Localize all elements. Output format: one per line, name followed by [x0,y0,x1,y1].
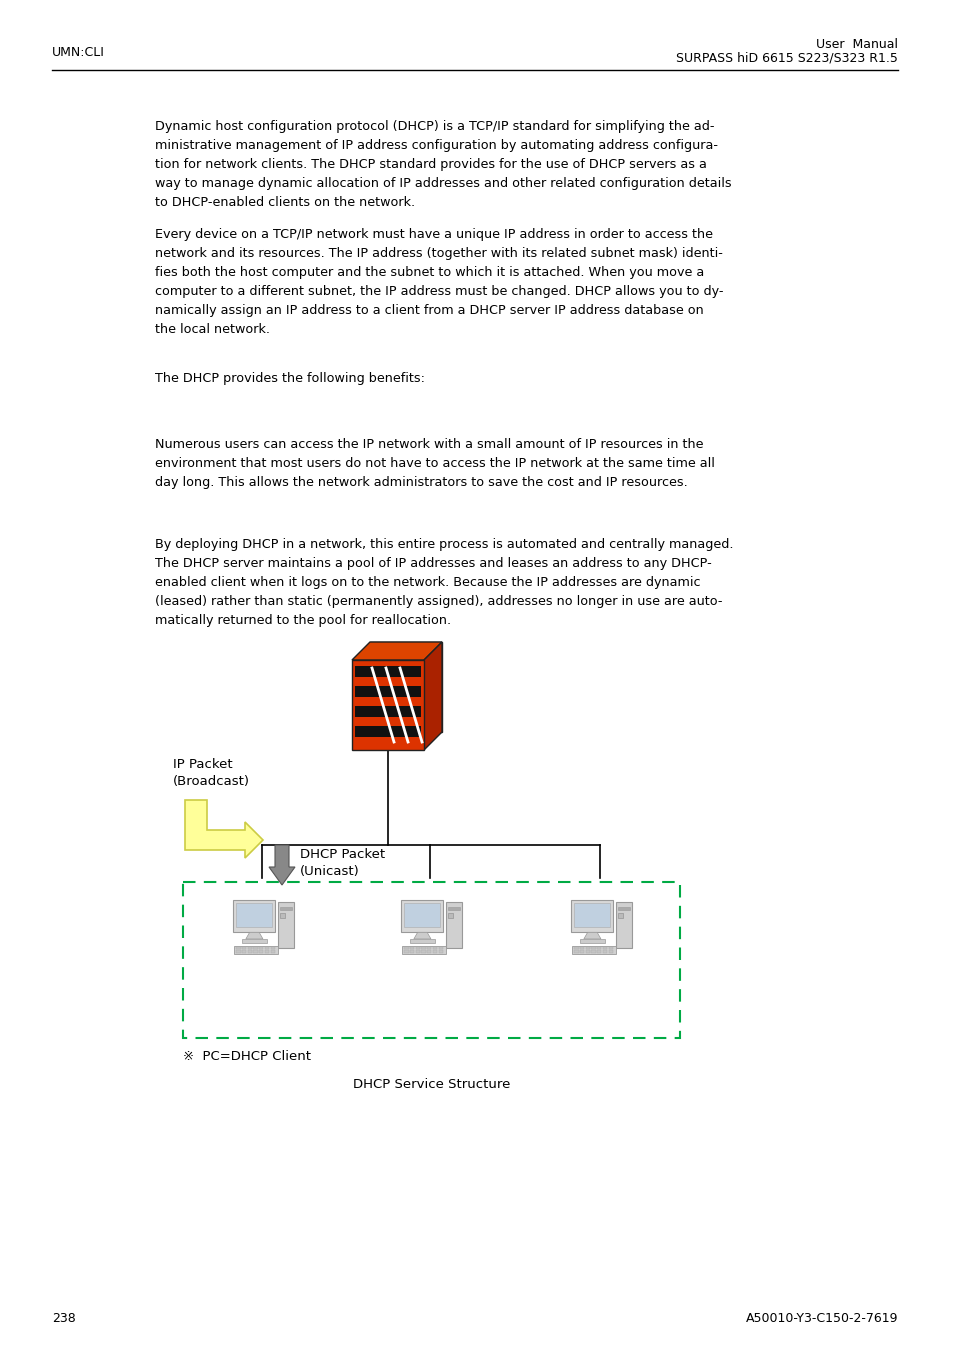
FancyBboxPatch shape [278,902,294,948]
Text: By deploying DHCP in a network, this entire process is automated and centrally m: By deploying DHCP in a network, this ent… [154,539,733,626]
FancyBboxPatch shape [618,914,622,918]
FancyBboxPatch shape [253,946,257,949]
FancyBboxPatch shape [236,903,273,927]
FancyBboxPatch shape [404,946,408,949]
Polygon shape [373,648,438,659]
Polygon shape [373,668,438,679]
FancyBboxPatch shape [416,950,419,953]
FancyBboxPatch shape [597,946,600,949]
FancyBboxPatch shape [572,945,616,954]
FancyBboxPatch shape [271,950,274,953]
Polygon shape [246,933,263,940]
FancyBboxPatch shape [401,900,443,933]
FancyBboxPatch shape [248,950,252,953]
Polygon shape [583,933,600,940]
FancyBboxPatch shape [448,907,460,910]
FancyBboxPatch shape [579,940,604,942]
Polygon shape [185,801,263,859]
Text: Numerous users can access the IP network with a small amount of IP resources in : Numerous users can access the IP network… [154,437,714,489]
FancyBboxPatch shape [574,903,610,927]
FancyBboxPatch shape [265,950,269,953]
FancyBboxPatch shape [233,900,275,933]
FancyBboxPatch shape [608,946,612,949]
Polygon shape [373,688,438,699]
Polygon shape [352,643,441,660]
FancyBboxPatch shape [579,950,583,953]
FancyBboxPatch shape [355,686,420,697]
FancyBboxPatch shape [585,946,589,949]
FancyBboxPatch shape [616,902,632,948]
FancyBboxPatch shape [421,950,425,953]
FancyBboxPatch shape [602,950,606,953]
FancyBboxPatch shape [259,950,263,953]
FancyBboxPatch shape [242,950,246,953]
FancyBboxPatch shape [433,950,436,953]
FancyBboxPatch shape [591,950,595,953]
Text: Dynamic host configuration protocol (DHCP) is a TCP/IP standard for simplifying : Dynamic host configuration protocol (DHC… [154,120,731,209]
Text: DHCP Packet
(Unicast): DHCP Packet (Unicast) [299,848,385,878]
Text: 238: 238 [52,1311,75,1324]
FancyBboxPatch shape [410,946,414,949]
Text: IP Packet
(Broadcast): IP Packet (Broadcast) [172,757,250,788]
FancyBboxPatch shape [402,945,446,954]
Polygon shape [269,845,294,886]
Text: SURPASS hiD 6615 S223/S323 R1.5: SURPASS hiD 6615 S223/S323 R1.5 [676,51,897,65]
FancyBboxPatch shape [248,946,252,949]
Text: User  Manual: User Manual [815,38,897,50]
FancyBboxPatch shape [280,914,285,918]
FancyBboxPatch shape [427,950,431,953]
Text: A50010-Y3-C150-2-7619: A50010-Y3-C150-2-7619 [744,1311,897,1324]
FancyBboxPatch shape [602,946,606,949]
Text: The DHCP provides the following benefits:: The DHCP provides the following benefits… [154,373,424,385]
FancyBboxPatch shape [355,726,420,737]
FancyBboxPatch shape [410,950,414,953]
FancyBboxPatch shape [280,907,292,910]
FancyBboxPatch shape [355,666,420,676]
FancyBboxPatch shape [446,902,462,948]
FancyBboxPatch shape [448,914,453,918]
Text: Every device on a TCP/IP network must have a unique IP address in order to acces: Every device on a TCP/IP network must ha… [154,228,722,336]
FancyBboxPatch shape [591,946,595,949]
FancyBboxPatch shape [265,946,269,949]
FancyBboxPatch shape [438,950,442,953]
FancyBboxPatch shape [579,946,583,949]
FancyBboxPatch shape [416,946,419,949]
FancyBboxPatch shape [608,950,612,953]
FancyBboxPatch shape [421,946,425,949]
FancyBboxPatch shape [571,900,613,933]
Polygon shape [423,643,441,751]
FancyBboxPatch shape [242,946,246,949]
Text: ※  PC=DHCP Client: ※ PC=DHCP Client [183,1050,311,1062]
FancyBboxPatch shape [242,940,267,942]
FancyBboxPatch shape [410,940,435,942]
FancyBboxPatch shape [433,946,436,949]
Text: DHCP Service Structure: DHCP Service Structure [353,1079,510,1091]
FancyBboxPatch shape [259,946,263,949]
Text: UMN:CLI: UMN:CLI [52,46,105,58]
FancyBboxPatch shape [271,946,274,949]
FancyBboxPatch shape [234,945,278,954]
FancyBboxPatch shape [427,946,431,949]
Polygon shape [373,707,438,720]
FancyBboxPatch shape [574,950,578,953]
FancyBboxPatch shape [253,950,257,953]
Polygon shape [370,643,441,732]
FancyBboxPatch shape [236,946,240,949]
FancyBboxPatch shape [236,950,240,953]
FancyBboxPatch shape [404,950,408,953]
FancyBboxPatch shape [574,946,578,949]
Polygon shape [414,933,431,940]
FancyBboxPatch shape [618,907,630,910]
FancyBboxPatch shape [597,950,600,953]
FancyBboxPatch shape [585,950,589,953]
FancyBboxPatch shape [404,903,440,927]
FancyBboxPatch shape [438,946,442,949]
FancyBboxPatch shape [355,706,420,717]
Polygon shape [352,660,423,751]
